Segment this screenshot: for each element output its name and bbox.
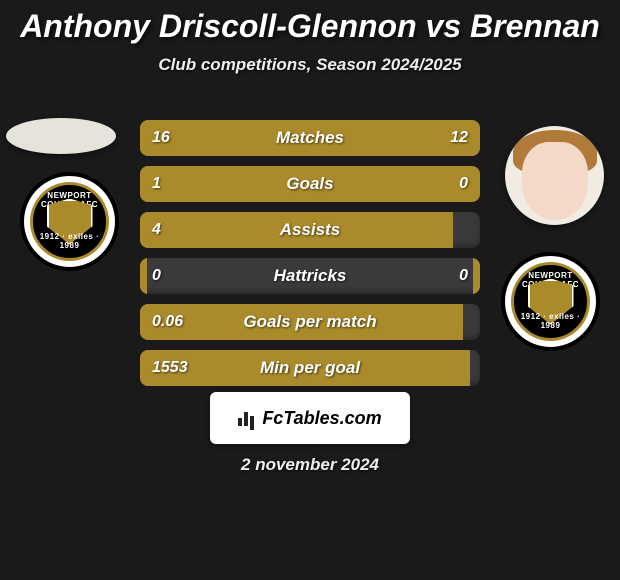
badge-text-bottom: 1912 · exiles · 1989 [33,232,106,250]
stat-value-left: 0 [152,258,161,294]
club-badge-left: NEWPORT COUNTY AFC 1912 · exiles · 1989 [20,172,119,271]
stat-row: Min per goal1553 [140,350,480,386]
stat-row: Hattricks0 0 [140,258,480,294]
stat-label: Goals per match [140,304,480,340]
stat-value-right: 0 [459,166,468,202]
stat-value-left: 16 [152,120,170,156]
stat-value-right: 12 [450,120,468,156]
player-left-avatar [6,118,116,154]
player-right-avatar [505,126,604,225]
stats-bars-region: Matches1612Goals10Assists4Hattricks00Goa… [140,120,480,396]
stat-label: Goals [140,166,480,202]
club-badge-right: NEWPORT COUNTY AFC 1912 · exiles · 1989 [501,252,600,351]
comparison-title: Anthony Driscoll-Glennon vs Brennan [0,0,620,45]
stat-row: Goals1 0 [140,166,480,202]
stat-value-left: 1 [152,166,161,202]
stat-value-right: 0 [459,258,468,294]
badge-text-bottom: 1912 · exiles · 1989 [514,312,587,330]
fctables-watermark: FcTables.com [210,392,410,444]
stat-row: Assists4 [140,212,480,248]
stat-label: Hattricks [140,258,480,294]
stat-row: Matches16 12 [140,120,480,156]
bar-chart-icon [238,410,258,426]
comparison-date: 2 november 2024 [0,455,620,475]
stat-label: Assists [140,212,480,248]
stat-label: Min per goal [140,350,480,386]
comparison-subtitle: Club competitions, Season 2024/2025 [0,55,620,75]
stat-label: Matches [140,120,480,156]
stat-value-left: 4 [152,212,161,248]
fctables-label: FcTables.com [262,408,381,429]
stat-row: Goals per match0.06 [140,304,480,340]
stat-value-left: 1553 [152,350,188,386]
stat-value-left: 0.06 [152,304,183,340]
